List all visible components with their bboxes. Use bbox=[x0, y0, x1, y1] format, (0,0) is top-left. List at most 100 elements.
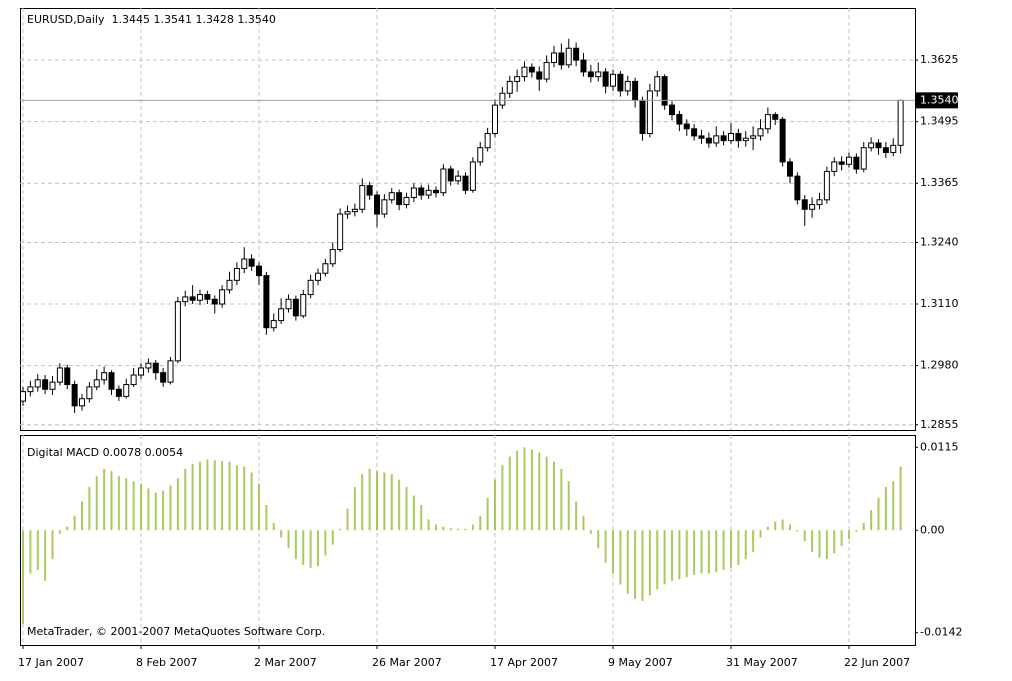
candle-body bbox=[278, 308, 285, 322]
candle-body bbox=[764, 114, 771, 130]
candle-body bbox=[138, 367, 144, 376]
candle-body bbox=[823, 170, 830, 201]
candle-body bbox=[676, 114, 683, 125]
footer: MetaTrader, © 2001-2007 MetaQuotes Softw… bbox=[27, 625, 325, 638]
candle-body bbox=[93, 379, 100, 388]
candle-body bbox=[160, 372, 167, 383]
candle-body bbox=[49, 381, 56, 390]
candle-body bbox=[514, 76, 521, 82]
candle-body bbox=[617, 73, 624, 92]
candle-body bbox=[123, 384, 130, 397]
candle-body bbox=[853, 156, 860, 170]
candle-body bbox=[329, 249, 336, 265]
candle-body bbox=[270, 320, 277, 329]
y-tick-label: 1.3240 bbox=[920, 235, 959, 248]
y-tick-label: 1.2855 bbox=[920, 418, 959, 431]
candle-body bbox=[79, 398, 85, 407]
candle-body bbox=[462, 175, 469, 191]
candle-body bbox=[337, 213, 344, 251]
chart-title: EURUSD,Daily 1.3445 1.3541 1.3428 1.3540 bbox=[27, 13, 276, 26]
candle-body bbox=[20, 391, 26, 402]
candle-body bbox=[624, 80, 631, 92]
macd-panel bbox=[20, 435, 916, 646]
candle-body bbox=[307, 279, 314, 296]
candle-body bbox=[691, 128, 698, 137]
candle-body bbox=[610, 73, 616, 87]
candle-body bbox=[595, 71, 602, 78]
candle-body bbox=[300, 294, 307, 317]
candle-body bbox=[351, 208, 358, 213]
candle-body bbox=[801, 199, 808, 210]
y-tick-label: -0.0142 bbox=[920, 626, 962, 639]
candle-body bbox=[174, 301, 181, 362]
candle-body bbox=[56, 367, 63, 383]
candle-body bbox=[418, 187, 425, 196]
candle-body bbox=[816, 199, 823, 206]
candle-body bbox=[285, 298, 292, 310]
x-tick-label: 26 Mar 2007 bbox=[372, 656, 442, 669]
candle-body bbox=[669, 104, 675, 116]
candle-body bbox=[469, 161, 476, 191]
candle-body bbox=[410, 187, 417, 198]
candle-body bbox=[705, 137, 712, 144]
candle-body bbox=[256, 265, 262, 277]
y-tick-label: 1.2980 bbox=[920, 359, 959, 372]
candle-body bbox=[543, 61, 550, 80]
last-price-box bbox=[916, 92, 958, 109]
candle-body bbox=[713, 135, 720, 144]
candle-body bbox=[787, 161, 793, 177]
x-tick-label: 22 Jun 2007 bbox=[844, 656, 910, 669]
candle-body bbox=[425, 189, 432, 196]
indicator-title: Digital MACD 0.0078 0.0054 bbox=[27, 446, 183, 459]
candle-body bbox=[359, 185, 366, 210]
candle-body bbox=[344, 211, 351, 215]
candle-body bbox=[860, 147, 867, 170]
candle-body bbox=[683, 123, 690, 130]
candle-body bbox=[455, 175, 462, 182]
candle-body bbox=[182, 296, 189, 303]
price-panel bbox=[20, 8, 916, 431]
candle-body bbox=[558, 52, 565, 66]
candle-body bbox=[720, 135, 727, 142]
candle-body bbox=[794, 175, 801, 201]
candle-body bbox=[219, 289, 226, 305]
x-tick-label: 8 Feb 2007 bbox=[136, 656, 197, 669]
labels: EURUSD,Daily 1.3445 1.3541 1.3428 1.3540… bbox=[18, 13, 962, 669]
candle-body bbox=[831, 161, 838, 172]
candle-body bbox=[440, 168, 447, 194]
candle-body bbox=[536, 71, 543, 80]
candle-body bbox=[646, 90, 653, 135]
candle-body bbox=[211, 298, 218, 305]
candle-body bbox=[71, 384, 78, 407]
candle-body bbox=[528, 66, 535, 73]
y-tick-label: 0.0115 bbox=[920, 440, 959, 453]
grid bbox=[20, 8, 918, 649]
candle-body bbox=[292, 298, 299, 317]
candle-body bbox=[34, 379, 41, 388]
candle-body bbox=[477, 147, 484, 163]
candle-body bbox=[897, 99, 904, 146]
candle-body bbox=[492, 104, 498, 135]
candle-body bbox=[506, 80, 513, 94]
candle-body bbox=[661, 76, 668, 106]
candle-body bbox=[654, 76, 661, 92]
candle-body bbox=[86, 386, 93, 400]
candle-body bbox=[27, 386, 34, 393]
x-tick-label: 17 Apr 2007 bbox=[490, 656, 558, 669]
x-tick-label: 2 Mar 2007 bbox=[254, 656, 317, 669]
candle-body bbox=[565, 47, 572, 66]
candle-body bbox=[728, 133, 734, 142]
candle-body bbox=[248, 258, 255, 267]
candle-body bbox=[152, 362, 159, 374]
candle-body bbox=[757, 128, 764, 137]
candle-body bbox=[750, 135, 757, 139]
y-tick-label: 1.3495 bbox=[920, 115, 959, 128]
y-tick-label: 0.00 bbox=[920, 523, 945, 536]
candle-body bbox=[499, 92, 506, 106]
candle-body bbox=[233, 267, 240, 281]
candle-body bbox=[145, 362, 152, 369]
candle-body bbox=[130, 374, 137, 386]
candle-body bbox=[602, 71, 609, 87]
last-price-label: 1.3540 bbox=[920, 93, 959, 106]
